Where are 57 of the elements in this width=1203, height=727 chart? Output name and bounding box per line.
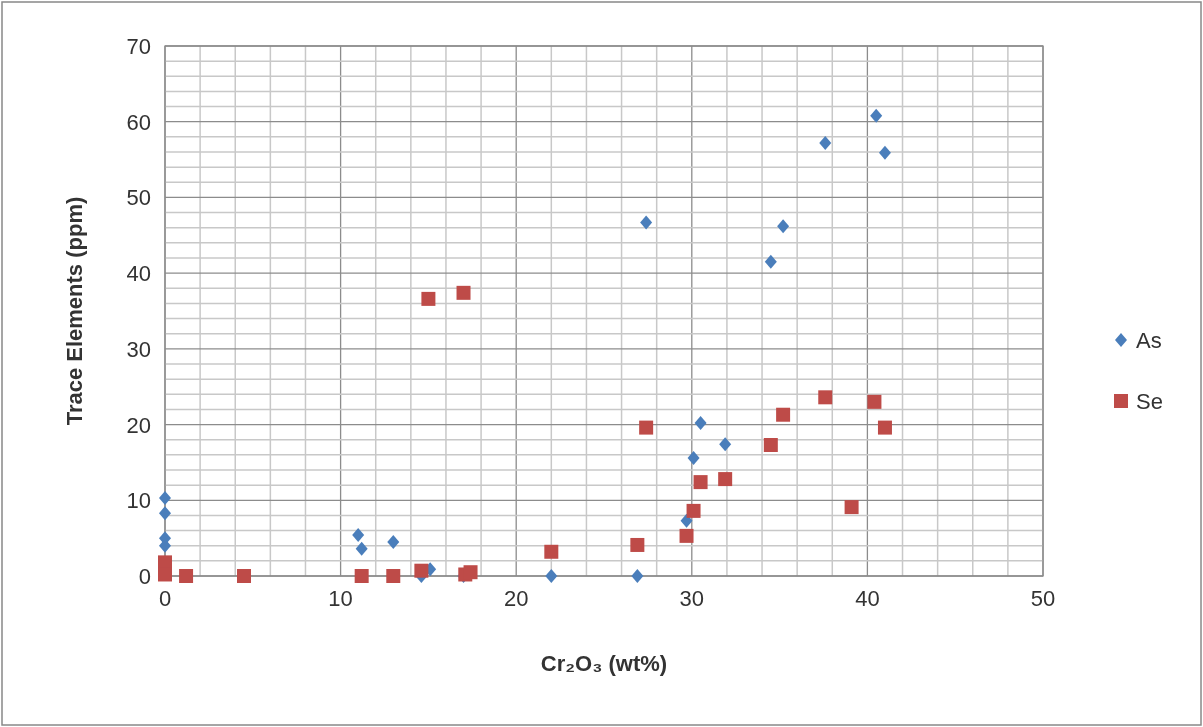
- point: [387, 534, 400, 549]
- point: [237, 569, 252, 583]
- point: [355, 541, 368, 556]
- point: [159, 491, 171, 506]
- point: [421, 291, 436, 306]
- point: [463, 565, 478, 580]
- legend-label: As: [1136, 328, 1162, 353]
- point: [680, 513, 693, 528]
- y-tick-label: 50: [126, 185, 151, 211]
- point: [158, 567, 172, 582]
- point: [639, 420, 654, 435]
- y-tick-label: 10: [126, 488, 151, 514]
- x-tick-label: 40: [855, 586, 880, 611]
- x-tick-label: 0: [158, 586, 172, 611]
- point: [354, 569, 369, 583]
- point: [694, 416, 707, 431]
- point: [631, 569, 644, 583]
- y-tick-label: 30: [126, 336, 151, 362]
- point: [456, 285, 471, 300]
- point: [867, 394, 882, 409]
- y-tick-label: 20: [126, 412, 151, 438]
- point: [352, 528, 365, 543]
- point: [870, 108, 883, 123]
- x-tick-label: 10: [328, 586, 353, 611]
- point: [764, 254, 777, 269]
- y-tick-label: 60: [126, 109, 151, 135]
- x-axis-title: Cr₂O₃ (wt%): [540, 651, 668, 676]
- y-axis-title: Trace Elements (ppm): [62, 196, 87, 426]
- point: [544, 544, 559, 559]
- point: [679, 528, 694, 543]
- point: [844, 500, 859, 515]
- y-tick-label: 0: [138, 564, 151, 589]
- x-tick-label: 30: [679, 586, 705, 611]
- point: [693, 475, 708, 490]
- point: [640, 215, 653, 230]
- point: [686, 503, 701, 518]
- point: [718, 472, 733, 487]
- point: [179, 569, 194, 583]
- point: [687, 450, 700, 465]
- legend-label: Se: [1136, 389, 1163, 414]
- point: [414, 563, 429, 578]
- x-tick-label: 50: [1030, 586, 1056, 611]
- point: [776, 407, 791, 422]
- y-tick-label: 40: [126, 261, 151, 287]
- point: [630, 537, 645, 552]
- point: [719, 437, 732, 452]
- point: [819, 135, 832, 150]
- point: [777, 219, 790, 234]
- y-tick-label: 70: [126, 34, 151, 59]
- point: [818, 390, 833, 405]
- point: [386, 569, 401, 583]
- point: [159, 506, 171, 521]
- point: [878, 145, 891, 160]
- point: [545, 569, 558, 583]
- x-tick-label: 20: [503, 586, 529, 611]
- point: [877, 420, 892, 435]
- point: [763, 438, 778, 453]
